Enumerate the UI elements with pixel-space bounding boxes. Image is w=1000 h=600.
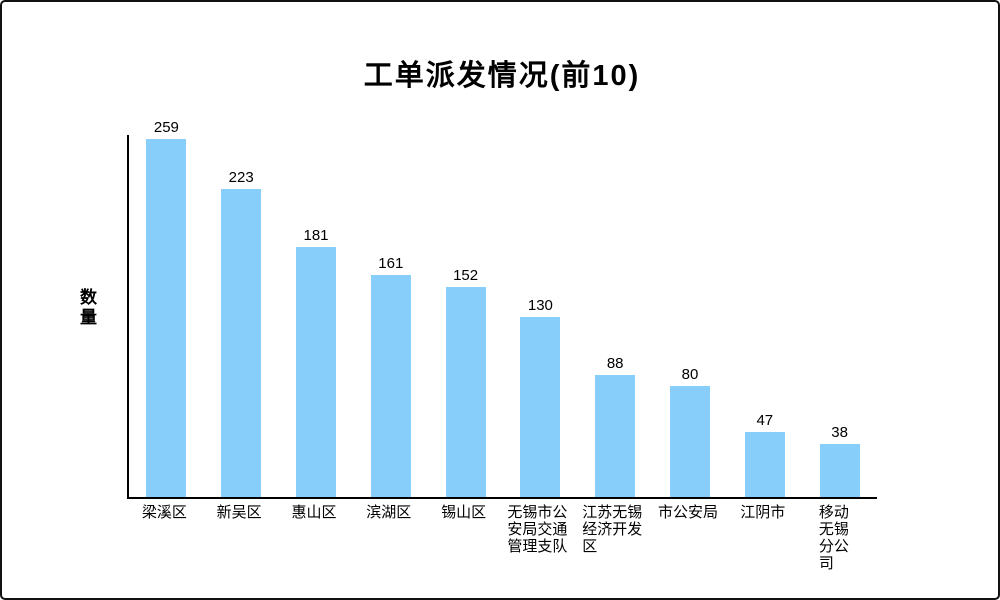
bar-value-label: 152 (453, 267, 479, 284)
x-tick-label: 江阴市 (740, 504, 785, 521)
x-tick-label-text: 移动无锡分公司 (818, 504, 849, 572)
plot-area: 259 223 181 161 152 130 88 80 47 38 (127, 119, 877, 499)
x-tick-label: 滨湖区 (366, 504, 411, 521)
x-tick-label: 锡山区 (441, 504, 486, 521)
x-tick-label-text: 惠山区 (291, 504, 337, 521)
x-axis-labels: 梁溪区 新吴区 惠山区 滨湖区 锡山区 无锡市公安局交通管理支队 江苏无锡经济开发区 市公安局… (127, 504, 875, 574)
x-tick-label-text: 江苏无锡经济开发区 (582, 504, 643, 555)
x-tick-label-text: 锡山区 (441, 504, 487, 521)
x-tick-label-text: 新吴区 (216, 504, 262, 521)
bar-value-label: 47 (756, 412, 774, 429)
x-tick-label-text: 无锡市公安局交通管理支队 (507, 504, 568, 555)
bar-value-label: 259 (153, 119, 179, 136)
bar (370, 275, 411, 497)
x-tick-label: 市公安局 (658, 504, 718, 521)
bar-value-label: 130 (527, 297, 553, 314)
x-tick-label: 移动无锡分公司 (819, 504, 856, 572)
bar-value-label: 38 (831, 424, 848, 441)
x-tick-label: 江苏无锡经济开发区 (582, 504, 644, 555)
bar-value-label: 161 (378, 255, 404, 272)
bar (744, 432, 785, 497)
bar (520, 317, 561, 497)
bar-value-label: 80 (681, 366, 699, 383)
y-axis-title: 数量 (77, 288, 96, 328)
bar (221, 189, 262, 497)
bar (146, 139, 187, 497)
bar (595, 375, 636, 497)
bar (819, 444, 860, 497)
bar-value-label: 181 (303, 227, 329, 244)
bar-value-label: 88 (606, 355, 624, 372)
x-tick-label-text: 江阴市 (740, 504, 786, 521)
x-tick-label: 梁溪区 (142, 504, 187, 521)
x-tick-label-text: 梁溪区 (141, 504, 187, 521)
bar (296, 247, 336, 497)
x-tick-label: 无锡市公安局交通管理支队 (507, 504, 569, 555)
x-tick-label: 新吴区 (217, 504, 262, 521)
x-tick-label-text: 滨湖区 (366, 504, 412, 521)
x-tick-label-text: 市公安局 (657, 504, 719, 521)
bar (670, 386, 710, 497)
bar-value-label: 223 (228, 169, 254, 186)
x-tick-label: 惠山区 (291, 504, 336, 521)
bar (445, 287, 486, 497)
chart-title: 工单派发情况(前10) (363, 60, 641, 92)
